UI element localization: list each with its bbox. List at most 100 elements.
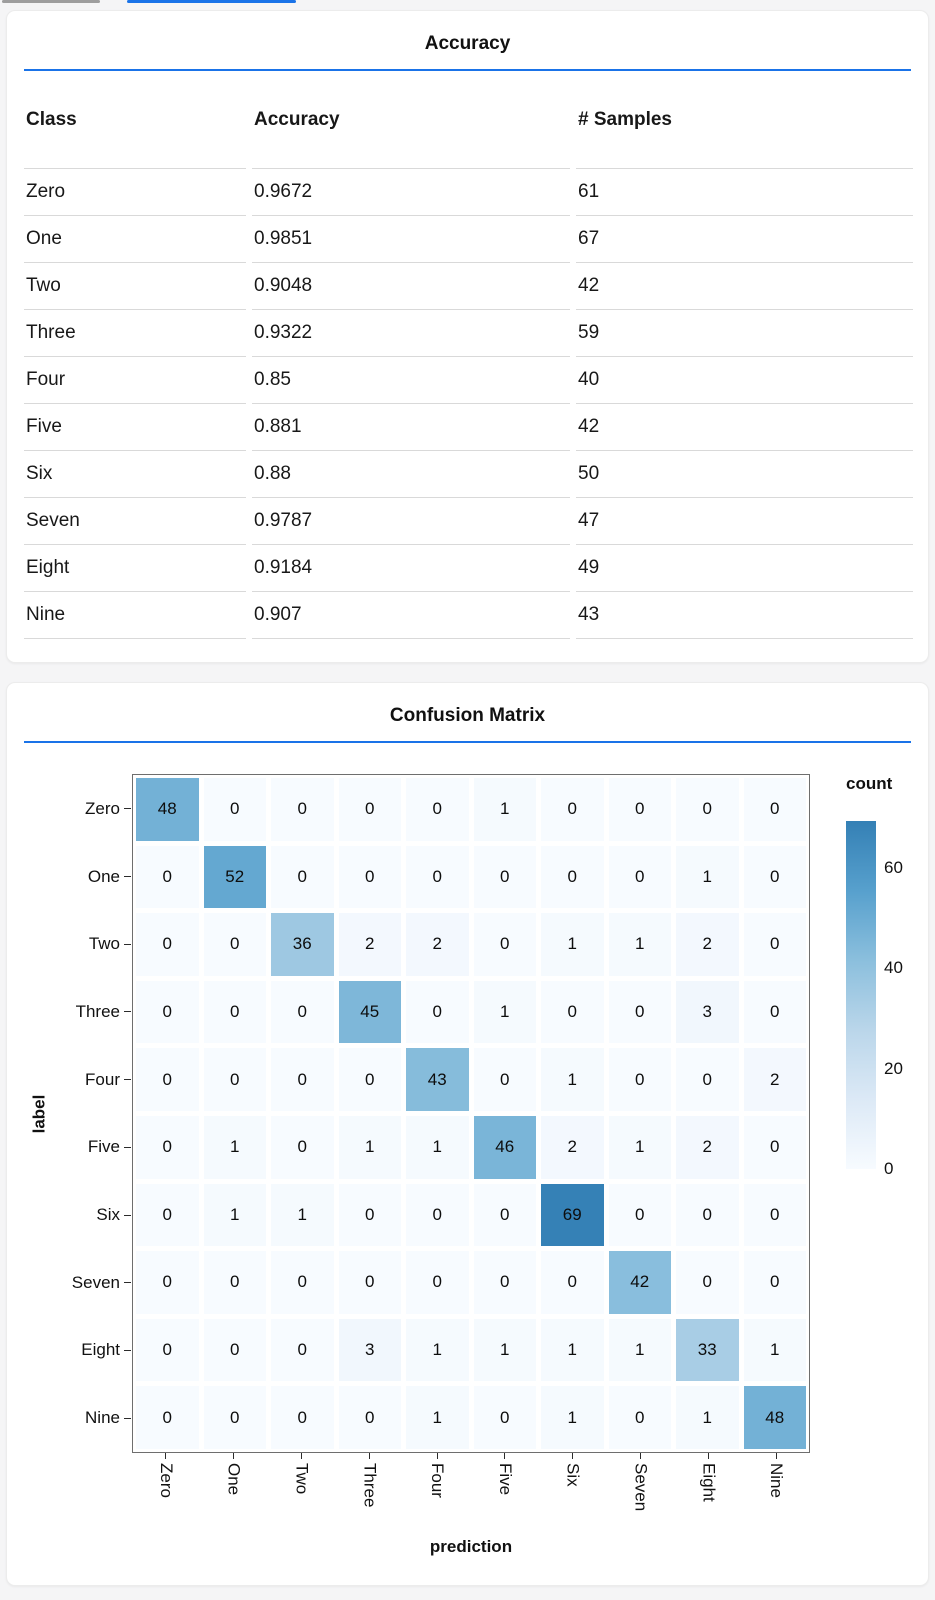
heatmap-cell: 1 (339, 1116, 402, 1179)
table-row: Four0.8540 (24, 356, 913, 403)
heatmap-cell: 0 (136, 1184, 199, 1247)
heatmap-cell: 1 (541, 1386, 604, 1449)
table-row: Seven0.978747 (24, 497, 913, 544)
confusion-matrix-chart: label ZeroOneTwoThreeFourFiveSixSevenEig… (7, 774, 928, 1574)
axis-tick (776, 1453, 777, 1459)
x-axis-label: Eight (674, 1453, 742, 1535)
cell-class: Zero (24, 168, 246, 215)
x-axis-label: Zero (132, 1453, 200, 1535)
axis-tick (124, 1350, 131, 1351)
axis-tick (124, 1147, 131, 1148)
heatmap-cell: 0 (339, 1184, 402, 1247)
heatmap-cell: 0 (204, 1048, 267, 1111)
heatmap-cell: 0 (744, 1251, 807, 1314)
x-axis-labels: ZeroOneTwoThreeFourFiveSixSevenEightNine (132, 1453, 810, 1535)
cell-accuracy: 0.9787 (252, 497, 570, 544)
column-header-accuracy: Accuracy (252, 71, 570, 168)
heatmap-cell: 0 (136, 846, 199, 909)
cell-accuracy: 0.88 (252, 450, 570, 497)
heatmap-cell: 0 (271, 1116, 334, 1179)
cell-samples: 42 (576, 262, 913, 309)
heatmap-cell: 0 (136, 913, 199, 976)
cell-samples: 42 (576, 403, 913, 450)
y-axis-label: Five (7, 1114, 131, 1182)
axis-tick (504, 1453, 505, 1459)
table-row: Zero0.967261 (24, 168, 913, 215)
heatmap-cell: 1 (541, 913, 604, 976)
heatmap-cell: 36 (271, 913, 334, 976)
axis-tick (124, 808, 131, 809)
cell-samples: 50 (576, 450, 913, 497)
heatmap-cell: 42 (609, 1251, 672, 1314)
heatmap-cell: 0 (676, 1048, 739, 1111)
cell-accuracy: 0.881 (252, 403, 570, 450)
y-axis-label: Three (7, 978, 131, 1046)
cell-class: Seven (24, 497, 246, 544)
heatmap-cell: 0 (744, 913, 807, 976)
heatmap-cell: 2 (676, 1116, 739, 1179)
heatmap-cell: 0 (406, 778, 469, 841)
heatmap-cell: 3 (676, 981, 739, 1044)
heatmap-cell: 0 (271, 981, 334, 1044)
heatmap-cell: 0 (204, 1319, 267, 1382)
heatmap-cell: 1 (271, 1184, 334, 1247)
axis-tick (301, 1453, 302, 1459)
heatmap-cell: 0 (136, 1048, 199, 1111)
heatmap-cell: 0 (474, 1184, 537, 1247)
heatmap-cell: 0 (406, 981, 469, 1044)
heatmap-cell: 0 (204, 1386, 267, 1449)
confusion-matrix-panel: Confusion Matrix label ZeroOneTwoThreeFo… (6, 682, 929, 1586)
x-axis-label: One (200, 1453, 268, 1535)
table-row: Five0.88142 (24, 403, 913, 450)
x-axis-title: prediction (132, 1537, 810, 1557)
heatmap-cell: 0 (676, 1251, 739, 1314)
heatmap-cell: 52 (204, 846, 267, 909)
heatmap-cell: 0 (676, 1184, 739, 1247)
cell-samples: 49 (576, 544, 913, 591)
cell-class: Three (24, 309, 246, 356)
y-axis-label: Seven (7, 1249, 131, 1317)
heatmap-cell: 0 (204, 913, 267, 976)
cell-accuracy: 0.9851 (252, 215, 570, 262)
table-row: Six0.8850 (24, 450, 913, 497)
heatmap-cell: 1 (204, 1116, 267, 1179)
colorbar-tick-label: 40 (884, 958, 903, 978)
heatmap-cell: 0 (609, 846, 672, 909)
cell-class: Nine (24, 591, 246, 639)
cell-samples: 61 (576, 168, 913, 215)
heatmap-cell: 0 (339, 778, 402, 841)
heatmap-cell: 0 (271, 1319, 334, 1382)
cell-class: Two (24, 262, 246, 309)
heatmap-cell: 0 (744, 1116, 807, 1179)
heatmap-cell: 1 (406, 1116, 469, 1179)
colorbar-gradient (846, 821, 876, 1169)
heatmap-cell: 1 (474, 1319, 537, 1382)
heatmap-grid: 4800001000005200000010003622011200004501… (132, 774, 810, 1453)
heatmap-cell: 0 (744, 778, 807, 841)
cell-samples: 43 (576, 591, 913, 639)
heatmap-cell: 0 (339, 1386, 402, 1449)
cell-accuracy: 0.907 (252, 591, 570, 639)
heatmap-cell: 69 (541, 1184, 604, 1247)
active-tab-indicator[interactable] (127, 0, 296, 3)
column-header-class: Class (24, 71, 246, 168)
cell-accuracy: 0.9322 (252, 309, 570, 356)
y-axis-label: Four (7, 1046, 131, 1114)
table-row: Eight0.918449 (24, 544, 913, 591)
axis-tick (165, 1453, 166, 1459)
colorbar-tick-label: 20 (884, 1059, 903, 1079)
cell-accuracy: 0.9672 (252, 168, 570, 215)
heatmap-cell: 1 (204, 1184, 267, 1247)
axis-tick (124, 1282, 131, 1283)
cell-accuracy: 0.9048 (252, 262, 570, 309)
inactive-tab-indicator[interactable] (2, 0, 100, 3)
heatmap-cell: 0 (676, 778, 739, 841)
colorbar-tick-label: 60 (884, 858, 903, 878)
heatmap-cell: 0 (204, 981, 267, 1044)
heatmap-cell: 0 (744, 1184, 807, 1247)
heatmap-cell: 43 (406, 1048, 469, 1111)
x-axis-label: Two (268, 1453, 336, 1535)
cell-accuracy: 0.85 (252, 356, 570, 403)
x-axis-label: Four (403, 1453, 471, 1535)
heatmap-cell: 0 (136, 1319, 199, 1382)
